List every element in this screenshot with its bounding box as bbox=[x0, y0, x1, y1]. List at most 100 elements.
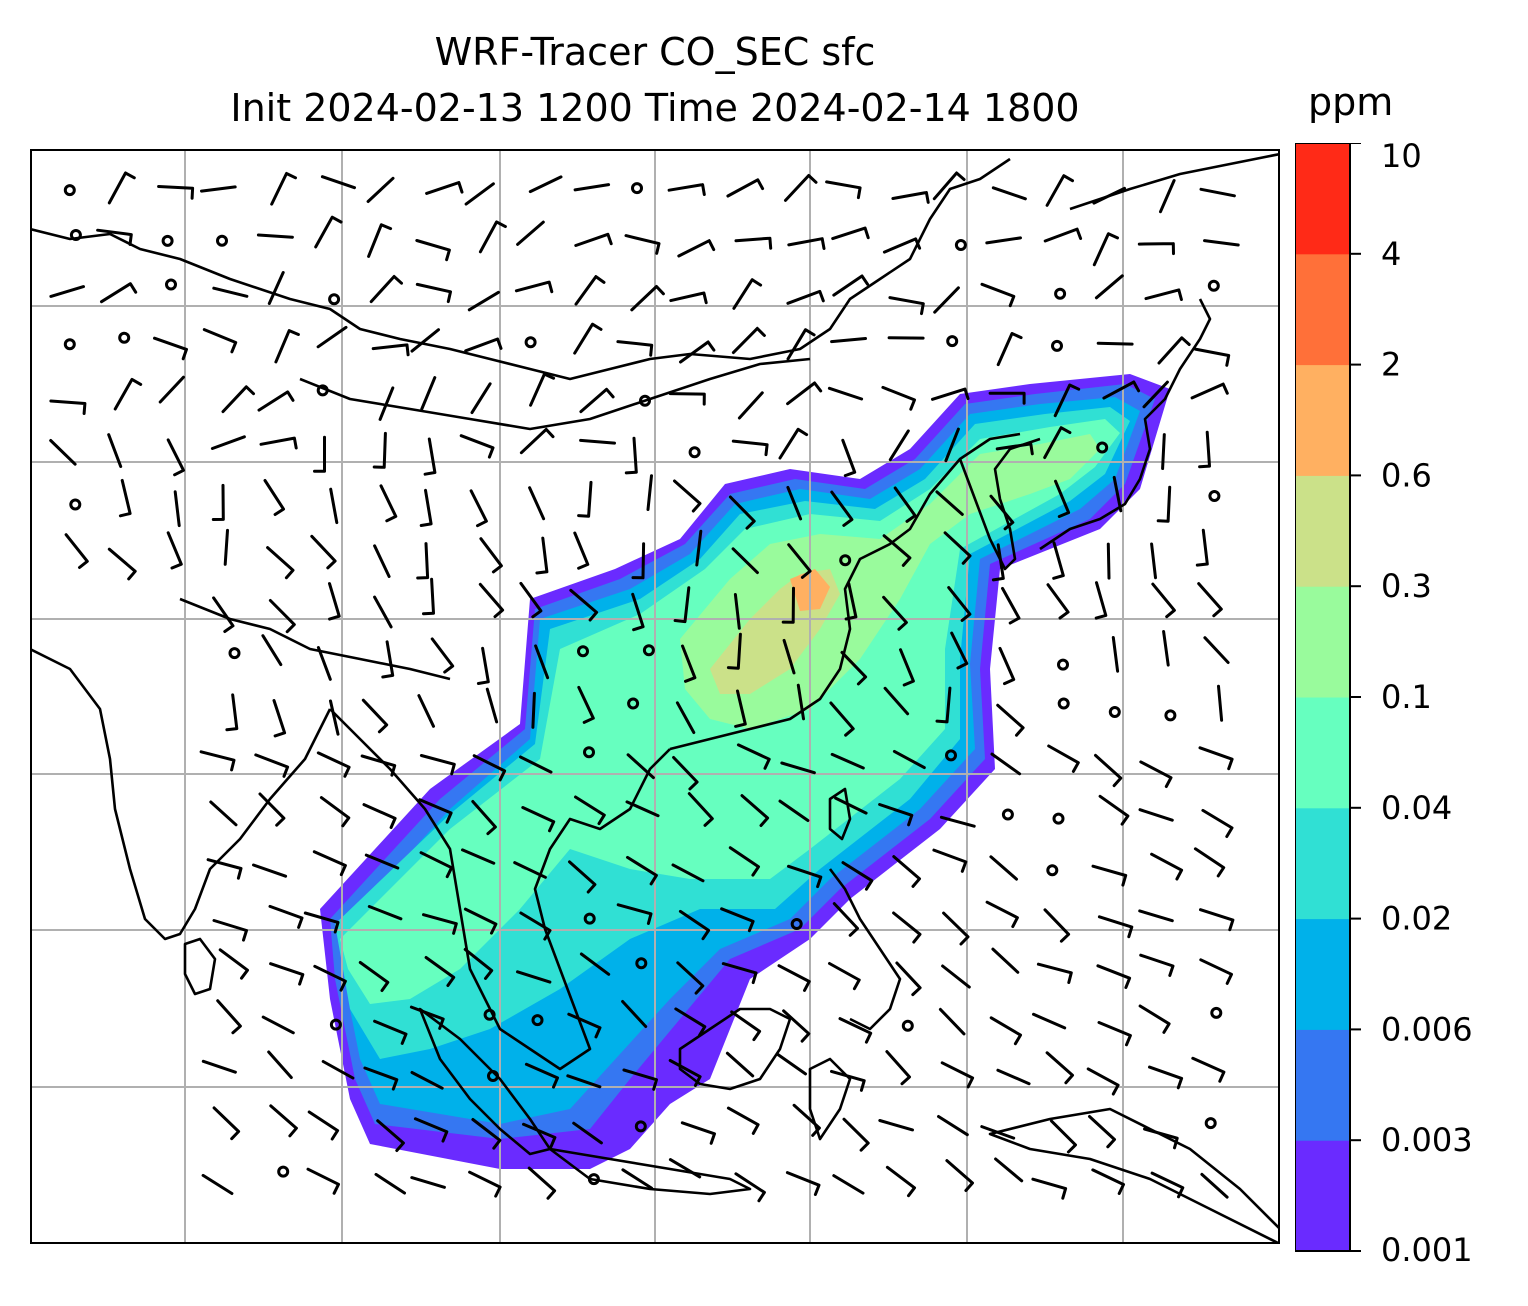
wind-barb bbox=[673, 586, 691, 624]
wind-barb bbox=[573, 322, 603, 355]
wind-barb bbox=[272, 699, 287, 738]
wind-barb bbox=[980, 282, 1016, 308]
wind-barbs bbox=[49, 171, 1240, 1203]
wind-barb bbox=[989, 855, 1018, 881]
wind-barb bbox=[478, 582, 505, 619]
wind-barb bbox=[830, 752, 865, 770]
wind-barb bbox=[1088, 1115, 1116, 1149]
wind-barb bbox=[49, 399, 87, 415]
wind-barb bbox=[781, 586, 795, 624]
wind-barb bbox=[786, 485, 803, 521]
wind-barb bbox=[732, 278, 763, 310]
wind-barb bbox=[202, 328, 238, 354]
wind-barb bbox=[118, 478, 132, 518]
wind-barb bbox=[787, 237, 826, 250]
wind-barb bbox=[49, 439, 77, 466]
wind-barb bbox=[1098, 794, 1130, 826]
coastline-taiwan bbox=[828, 787, 852, 841]
calm-wind-circle bbox=[1204, 1117, 1217, 1130]
wind-barb bbox=[671, 863, 705, 883]
wind-barb bbox=[528, 486, 546, 521]
wind-barb bbox=[1150, 852, 1184, 881]
wind-barb bbox=[461, 848, 496, 865]
wind-barb bbox=[1001, 586, 1021, 625]
calm-wind-circle bbox=[1208, 490, 1221, 502]
wind-barb bbox=[731, 326, 766, 355]
wind-barb bbox=[998, 646, 1016, 686]
wind-barb bbox=[681, 644, 697, 683]
wind-barb bbox=[881, 385, 916, 411]
wind-barb bbox=[878, 1119, 914, 1132]
wind-barb bbox=[733, 593, 741, 630]
wind-barb bbox=[64, 533, 89, 569]
wind-barb bbox=[895, 961, 922, 997]
wind-barb bbox=[734, 236, 773, 250]
wind-barb bbox=[316, 751, 351, 778]
wind-barb bbox=[892, 911, 922, 944]
wind-barb bbox=[985, 236, 1022, 245]
wind-barb bbox=[267, 1050, 293, 1079]
map-panel bbox=[30, 149, 1280, 1244]
wind-barb bbox=[1031, 1177, 1068, 1200]
wind-barb bbox=[364, 853, 400, 870]
wind-barb bbox=[567, 1012, 602, 1039]
wind-barb bbox=[943, 531, 972, 565]
calm-wind-circle bbox=[1096, 441, 1109, 454]
wind-barb bbox=[266, 546, 295, 580]
wind-barb bbox=[844, 582, 858, 621]
wind-barb bbox=[1203, 636, 1230, 664]
wind-barb bbox=[937, 1115, 969, 1137]
wind-barb bbox=[579, 438, 616, 445]
wind-barb bbox=[201, 1173, 234, 1195]
calm-wind-circle bbox=[901, 1019, 914, 1032]
wind-barb bbox=[267, 271, 285, 305]
wind-barb bbox=[945, 1159, 974, 1192]
colorbar-bands bbox=[1295, 143, 1350, 1252]
wind-barb bbox=[883, 686, 910, 716]
wind-barb bbox=[885, 1050, 911, 1086]
wind-barb bbox=[1137, 242, 1175, 256]
wind-barb bbox=[1157, 336, 1191, 365]
wind-barb bbox=[830, 337, 867, 344]
wind-barb bbox=[425, 181, 464, 195]
wind-barb bbox=[1096, 964, 1132, 989]
wind-barb bbox=[944, 427, 960, 463]
wind-barb bbox=[419, 851, 454, 879]
wind-barb bbox=[730, 1010, 762, 1042]
wind-barb bbox=[263, 479, 285, 516]
calm-wind-circle bbox=[583, 912, 596, 925]
wind-barb bbox=[268, 599, 296, 634]
wind-barb bbox=[422, 577, 435, 616]
wind-barb bbox=[464, 182, 495, 206]
wind-barb bbox=[728, 495, 756, 530]
wind-barb bbox=[996, 703, 1025, 737]
wind-barb bbox=[514, 280, 554, 294]
wind-barb bbox=[430, 637, 455, 674]
wind-barb bbox=[577, 480, 593, 518]
wind-barb bbox=[522, 1122, 557, 1149]
wind-barb bbox=[96, 228, 133, 246]
wind-barb bbox=[726, 632, 742, 670]
wind-barb bbox=[980, 1125, 1016, 1140]
wind-barb bbox=[1091, 1168, 1125, 1195]
wind-barb bbox=[672, 756, 699, 791]
wind-barb bbox=[991, 947, 1020, 974]
wind-barb bbox=[677, 239, 716, 258]
wind-barb bbox=[166, 438, 185, 477]
wind-barb bbox=[675, 701, 696, 734]
wind-barb bbox=[882, 237, 922, 254]
wind-barb bbox=[1203, 239, 1240, 247]
wind-barb bbox=[994, 1157, 1024, 1183]
wind-barb bbox=[995, 442, 1034, 456]
wind-barb bbox=[422, 913, 458, 935]
calm-wind-circle bbox=[531, 1014, 544, 1027]
wind-barb bbox=[728, 846, 760, 877]
calm-wind-circle bbox=[627, 697, 640, 710]
wind-barb bbox=[990, 752, 1022, 776]
wind-barb bbox=[1046, 583, 1070, 620]
wind-barb bbox=[1142, 380, 1169, 409]
wind-barb bbox=[1049, 1119, 1077, 1154]
calm-wind-circle bbox=[1210, 1006, 1223, 1019]
wind-barb bbox=[621, 1000, 648, 1028]
wind-barb bbox=[1043, 908, 1071, 943]
